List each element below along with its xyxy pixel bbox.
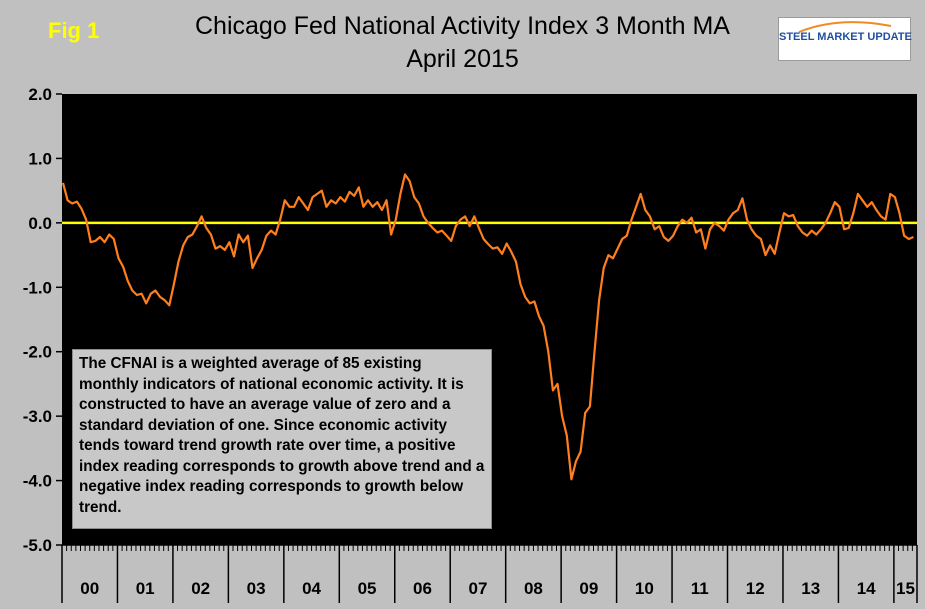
x-tick-label: 09 bbox=[579, 579, 598, 598]
x-tick-label: 07 bbox=[468, 579, 487, 598]
x-tick-label: 15 bbox=[896, 579, 915, 598]
x-tick-label: 03 bbox=[247, 579, 266, 598]
x-tick-label: 04 bbox=[302, 579, 321, 598]
x-tick-label: 12 bbox=[746, 579, 765, 598]
y-tick-label: -5.0 bbox=[23, 536, 52, 555]
y-axis: 2.0 1.0 0.0 -1.0 -2.0 -3.0 -4.0 -5.0 bbox=[23, 85, 62, 555]
x-tick-label: 08 bbox=[524, 579, 543, 598]
x-tick-label: 00 bbox=[80, 579, 99, 598]
y-tick-label: -2.0 bbox=[23, 343, 52, 362]
logo: STEEL MARKET UPDATE bbox=[778, 17, 912, 61]
logo-swoosh-icon bbox=[798, 21, 892, 33]
x-axis: 00 01 02 03 04 05 06 07 08 09 10 11 12 13 14 15 bbox=[61, 544, 918, 603]
y-tick-label: 2.0 bbox=[28, 85, 52, 104]
logo-text: STEEL MARKET UPDATE bbox=[779, 31, 912, 43]
y-tick-label: -1.0 bbox=[23, 278, 52, 297]
x-tick-label: 13 bbox=[801, 579, 820, 598]
y-tick-label: 1.0 bbox=[28, 149, 52, 168]
x-tick-label: 05 bbox=[358, 579, 377, 598]
annotation-box: The CFNAI is a weighted average of 85 ex… bbox=[72, 349, 492, 529]
y-tick-label: -4.0 bbox=[23, 472, 52, 491]
x-tick-label: 02 bbox=[191, 579, 210, 598]
series-line bbox=[61, 173, 914, 481]
x-tick-label: 01 bbox=[136, 579, 155, 598]
y-tick-label: -3.0 bbox=[23, 407, 52, 426]
x-tick-label: 10 bbox=[635, 579, 654, 598]
x-tick-label: 14 bbox=[857, 579, 876, 598]
x-tick-label: 11 bbox=[691, 579, 709, 598]
y-tick-label: 0.0 bbox=[28, 214, 52, 233]
figure-label: Fig 1 bbox=[48, 18, 100, 43]
chart-subtitle: April 2015 bbox=[406, 45, 519, 73]
chart-title: Chicago Fed National Activity Index 3 Mo… bbox=[195, 12, 730, 40]
x-tick-label: 06 bbox=[413, 579, 432, 598]
